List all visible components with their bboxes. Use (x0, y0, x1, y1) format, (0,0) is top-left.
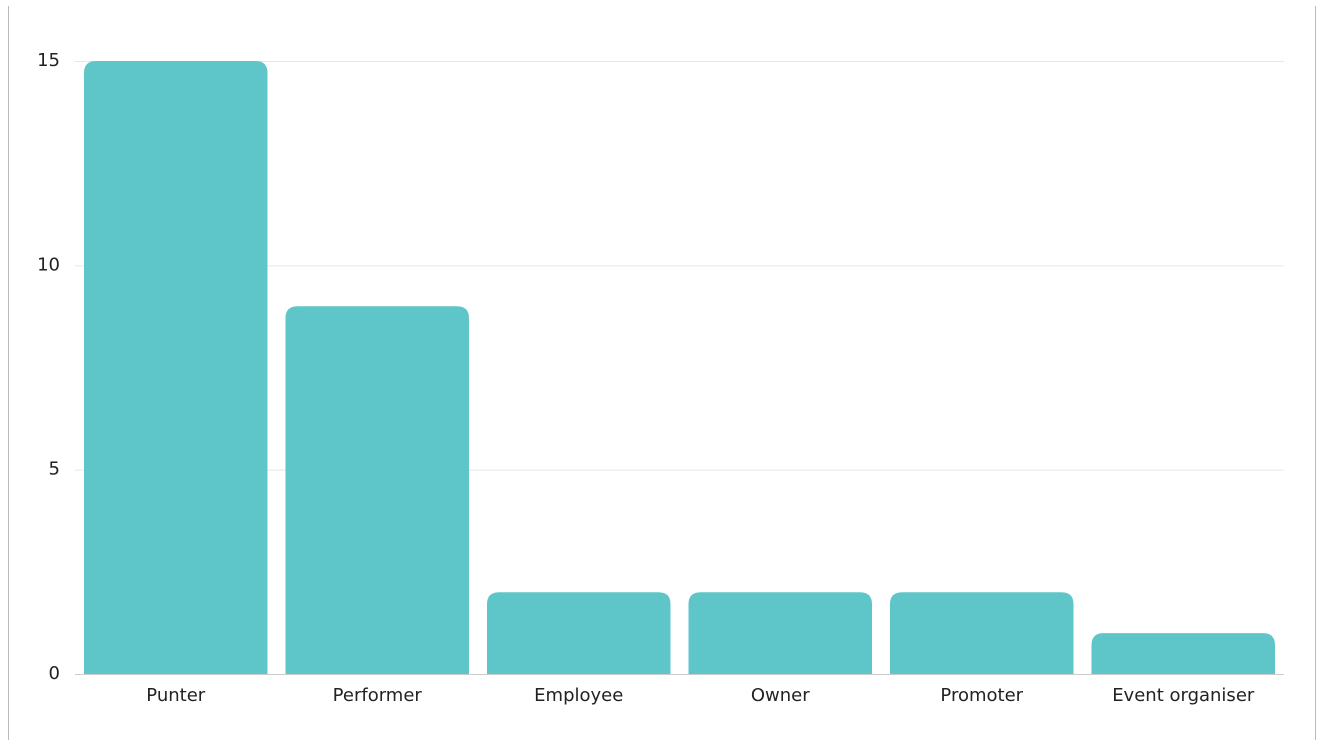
y-tick-label: 15 (37, 50, 60, 71)
x-tick-label: Event organiser (1112, 685, 1255, 706)
y-tick-label: 10 (37, 254, 60, 275)
y-tick-label: 0 (49, 663, 60, 684)
x-tick-label: Employee (534, 685, 623, 706)
bar (285, 306, 469, 674)
x-tick-label: Promoter (940, 685, 1023, 706)
bar (84, 61, 268, 674)
x-tick-label: Punter (146, 685, 205, 706)
bar (890, 592, 1074, 674)
x-tick-label: Owner (751, 685, 810, 706)
bar (1091, 633, 1275, 674)
x-tick-label: Performer (333, 685, 423, 706)
bar (487, 592, 671, 674)
y-tick-label: 5 (49, 459, 60, 480)
bar (688, 592, 872, 674)
